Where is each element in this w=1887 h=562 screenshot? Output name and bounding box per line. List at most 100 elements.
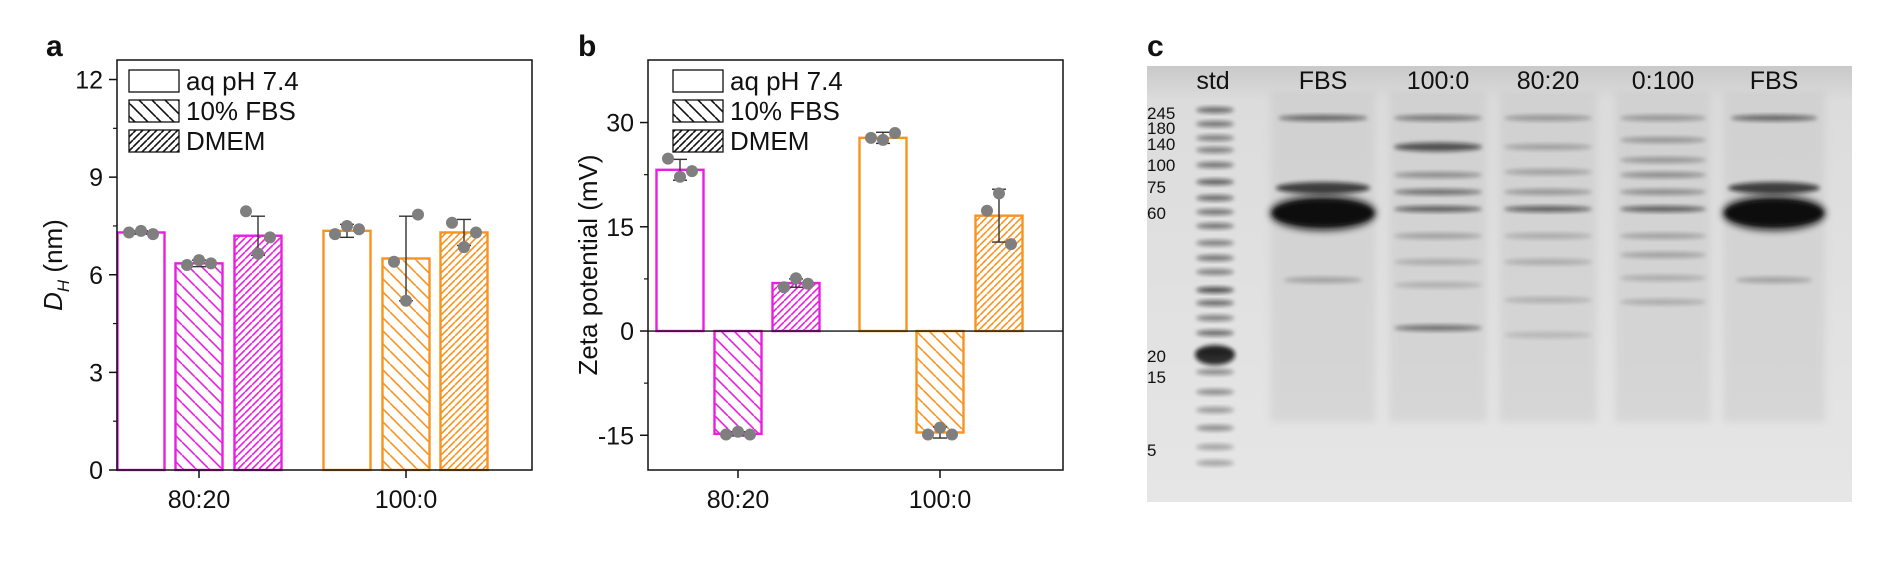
gel-lane-smear-2 — [1389, 92, 1487, 422]
lane-0-100-band-2 — [1619, 157, 1707, 163]
ladder-band-8 — [1196, 223, 1234, 229]
lane-100-0-band-8 — [1393, 325, 1483, 331]
ladder-band-12 — [1196, 287, 1234, 293]
data-point-a-2-0-0 — [240, 205, 252, 218]
panel-b-bar-chart: b -15 0 15 30 80:20 100:0 Zeta potential (mV) a… — [573, 30, 1064, 514]
ladder-band-20kd — [1195, 345, 1235, 365]
lane-80-20-band-1 — [1503, 144, 1593, 150]
lane-0-100-band-9 — [1619, 299, 1707, 305]
data-point-b-2-0-0 — [778, 281, 790, 294]
gel-mw-label-1: 180 — [1147, 119, 1175, 138]
gel-lane-label-2: 100:0 — [1407, 67, 1470, 95]
ladder-band-0 — [1196, 107, 1234, 113]
lane-100-0-band-0 — [1393, 115, 1483, 121]
bar-b-0-0 — [655, 168, 705, 333]
xtick-label-a-1: 100:0 — [375, 486, 438, 514]
data-point-a-0-0-2 — [147, 228, 159, 241]
lane-80-20-band-7 — [1503, 297, 1593, 303]
gel-bands — [1195, 92, 1825, 466]
legend-swatch-b-1 — [672, 99, 724, 123]
legend-label-b-1: 10% FBS — [730, 96, 840, 126]
data-point-a-2-1-2 — [470, 226, 482, 239]
ylabel-sub-a: H — [54, 279, 73, 292]
lane-0-100-band-0 — [1619, 115, 1707, 121]
ladder-band-7 — [1196, 209, 1234, 215]
gel-lane-smear-5 — [1723, 92, 1825, 422]
ytick-label-b-2: 15 — [606, 214, 634, 242]
ytick-label-b-3: 30 — [606, 110, 634, 138]
ladder-band-4 — [1196, 162, 1234, 168]
lane-0-100-band-3 — [1619, 172, 1707, 178]
legend-swatch-a-2 — [128, 129, 180, 153]
panel-c-letter: c — [1147, 30, 1164, 63]
data-point-a-2-1-0 — [446, 216, 458, 229]
gel-mw-label-3: 100 — [1147, 156, 1175, 175]
lane-80-20-band-2 — [1503, 169, 1593, 175]
data-point-a-0-1-0 — [329, 228, 341, 241]
lane-0-100-band-6 — [1619, 233, 1707, 239]
ladder-band-15 — [1196, 330, 1234, 336]
legend-swatch-b-2 — [672, 129, 724, 153]
panel-b-letter: b — [578, 30, 596, 63]
data-point-b-1-0-2 — [744, 428, 756, 441]
gel-lane-label-1: FBS — [1299, 67, 1348, 95]
ladder-band-5 — [1196, 179, 1234, 185]
lane-100-0-band-4 — [1393, 206, 1483, 212]
data-point-a-0-0-1 — [135, 224, 147, 237]
lane-80-20-band-3 — [1503, 189, 1593, 195]
data-point-b-0-0-2 — [686, 165, 698, 178]
bar-a-2-1 — [439, 231, 489, 472]
data-point-b-0-1-2 — [889, 126, 901, 139]
ytick-label-a-2: 6 — [89, 262, 103, 290]
data-point-a-2-0-1 — [252, 247, 264, 260]
data-point-a-1-1-2 — [412, 208, 424, 221]
bar-a-0-0 — [116, 231, 166, 472]
ylabel-b: Zeta potential (mV) — [573, 154, 603, 375]
data-point-b-2-1-2 — [1005, 238, 1017, 251]
fbs-band-118-1 — [1278, 115, 1368, 121]
data-point-b-1-1-0 — [922, 428, 934, 441]
fbs-band-280-5 — [1735, 277, 1813, 283]
data-point-a-1-0-1 — [193, 254, 205, 267]
lane-100-0-band-2 — [1393, 172, 1483, 178]
lane-100-0-band-3 — [1393, 189, 1483, 195]
data-point-b-1-1-1 — [934, 421, 946, 434]
data-point-a-1-0-2 — [205, 257, 217, 270]
data-point-b-0-1-1 — [877, 133, 889, 146]
fbs-band-280-1 — [1283, 277, 1363, 283]
ladder-band-6 — [1196, 195, 1234, 201]
legend-label-a-0: aq pH 7.4 — [186, 66, 299, 96]
gel-lane-label-4: 0:100 — [1632, 67, 1695, 95]
ylabel-unit-a: (nm) — [38, 219, 68, 280]
fbs-albumin-core-1 — [1273, 201, 1373, 225]
gel-lane-smear-3 — [1499, 92, 1597, 422]
lane-0-100-band-5 — [1619, 206, 1707, 212]
legend-swatch-a-0 — [128, 69, 180, 93]
panel-a-bar-chart: a 0 3 6 9 12 80:20 100:0 DH (nm) aq pH 7.410% FB… — [38, 30, 533, 514]
gel-mw-label-2: 140 — [1147, 135, 1175, 154]
lane-80-20-band-5 — [1503, 233, 1593, 239]
ladder-band-21 — [1196, 444, 1234, 450]
ylabel-a: DH (nm) — [38, 219, 73, 311]
xtick-label-a-0: 80:20 — [168, 486, 231, 514]
data-point-b-0-0-1 — [674, 170, 686, 183]
lane-0-100-band-1 — [1619, 137, 1707, 143]
ladder-band-3 — [1196, 147, 1234, 153]
ladder-band-18 — [1196, 389, 1234, 395]
ladder-band-17 — [1196, 369, 1234, 375]
data-point-a-1-0-0 — [181, 259, 193, 271]
ytick-label-a-3: 9 — [89, 164, 103, 192]
data-point-b-1-1-2 — [946, 428, 958, 441]
lane-100-0-band-5 — [1393, 233, 1483, 239]
data-point-b-2-0-2 — [802, 277, 814, 290]
bar-b-1-1 — [915, 329, 965, 434]
fbs-band-188-1 — [1275, 182, 1371, 194]
legend-swatch-b-0 — [672, 69, 724, 93]
fbs-band-188-5 — [1728, 182, 1820, 194]
xtick-label-b-1: 100:0 — [909, 486, 972, 514]
data-point-a-2-1-1 — [458, 241, 470, 254]
gel-lane-label-0: std — [1196, 67, 1229, 95]
lane-80-20-band-4 — [1503, 206, 1593, 212]
